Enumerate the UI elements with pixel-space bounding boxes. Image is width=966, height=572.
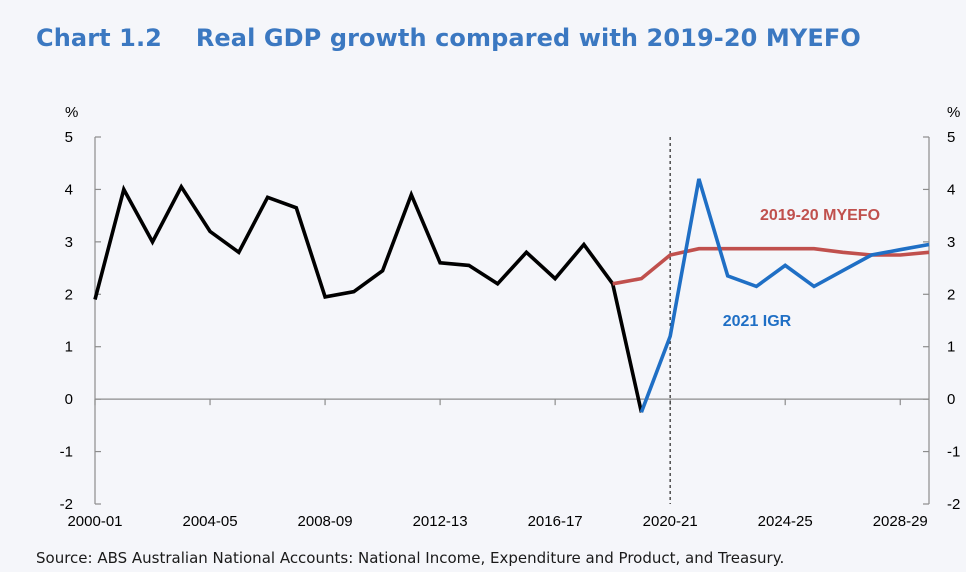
chart-axes: % % -2 -2 -1 -1 0 0 1 1 2 2 3 3 4 4 5 5 2000-01 2004-05 2008… bbox=[60, 104, 961, 530]
series-label-myefo: 2019-20 MYEFO bbox=[760, 207, 880, 224]
series-layer bbox=[93, 178, 930, 413]
line-chart: % % -2 -2 -1 -1 0 0 1 1 2 2 3 3 4 4 5 5 2000-01 2004-05 2008… bbox=[60, 104, 961, 530]
y-tick-label-right: 1 bbox=[947, 339, 955, 356]
y-tick-label-right: 3 bbox=[947, 234, 955, 251]
y-tick-label-left: 1 bbox=[65, 339, 73, 356]
x-tick-label: 2024-25 bbox=[758, 513, 813, 530]
series-line-2021-igr bbox=[639, 178, 930, 413]
y-tick-label-right: -1 bbox=[947, 444, 960, 461]
x-tick-label: 2016-17 bbox=[528, 513, 583, 530]
y-tick-label-left: 2 bbox=[65, 286, 73, 303]
x-tick-label: 2004-05 bbox=[183, 513, 238, 530]
series-label-igr: 2021 IGR bbox=[723, 313, 792, 330]
y-axis-unit-right: % bbox=[947, 104, 960, 121]
y-tick-label-left: 0 bbox=[65, 391, 73, 408]
y-tick-label-left: 5 bbox=[65, 129, 73, 146]
y-tick-label-left: 4 bbox=[65, 181, 73, 198]
y-tick-label-right: 5 bbox=[947, 129, 955, 146]
y-tick-label-right: 2 bbox=[947, 286, 955, 303]
y-tick-label-right: 0 bbox=[947, 391, 955, 408]
y-tick-label-right: 4 bbox=[947, 181, 955, 198]
chart-title: Chart 1.2 Real GDP growth compared with … bbox=[36, 24, 861, 52]
y-axis-unit-left: % bbox=[65, 104, 78, 121]
y-tick-label-left: 3 bbox=[65, 234, 73, 251]
source-note: Source: ABS Australian National Accounts… bbox=[36, 549, 785, 567]
y-tick-label-left: -1 bbox=[60, 444, 73, 461]
x-tick-label: 2000-01 bbox=[67, 513, 122, 530]
labels-layer: 2019-20 MYEFO 2021 IGR bbox=[723, 207, 880, 330]
x-tick-label: 2008-09 bbox=[298, 513, 353, 530]
x-tick-label: 2020-21 bbox=[643, 513, 698, 530]
chart-title-text: Real GDP growth compared with 2019-20 MY… bbox=[195, 24, 861, 52]
x-tick-label: 2012-13 bbox=[413, 513, 468, 530]
x-tick-label: 2028-29 bbox=[873, 513, 928, 530]
y-tick-label-left: -2 bbox=[60, 496, 73, 513]
chart-number: Chart 1.2 bbox=[36, 24, 162, 52]
series-line-historical bbox=[93, 183, 644, 413]
y-tick-label-right: -2 bbox=[947, 496, 960, 513]
